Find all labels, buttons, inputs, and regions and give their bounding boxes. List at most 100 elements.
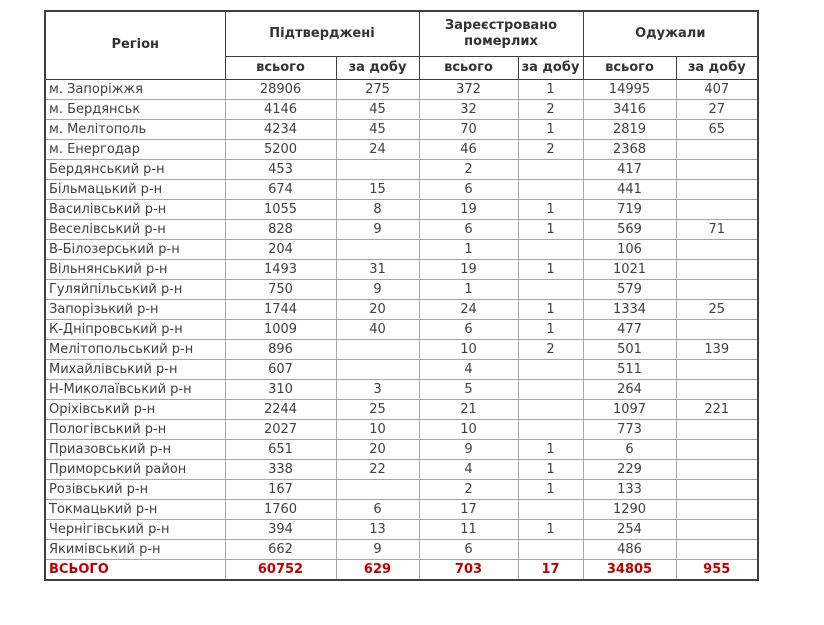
subheader-deaths-total: всього [418,56,519,80]
value-cell: 2 [517,99,584,120]
value-cell: 19 [418,199,519,220]
value-cell: 21 [418,399,519,420]
value-cell: 1744 [224,299,337,320]
value-cell: 4146 [224,99,337,120]
value-cell [675,199,759,220]
value-cell: 25 [335,399,420,420]
value-cell: 13 [335,519,420,540]
value-cell [335,159,420,180]
value-cell [675,459,759,480]
value-cell: 674 [224,179,337,200]
value-cell [675,479,759,500]
value-cell [675,159,759,180]
region-cell: Пологівський р-н [44,419,226,440]
value-cell: 5200 [224,139,337,160]
table-row: Більмацький р-н 674 15 6 441 [44,179,759,200]
value-cell [335,359,420,380]
value-cell [675,239,759,260]
value-cell: 8 [335,199,420,220]
table-row: м. Бердянськ 4146 45 32 2 3416 27 [44,99,759,120]
value-cell [675,499,759,520]
value-cell: 167 [224,479,337,500]
value-cell: 750 [224,279,337,300]
value-cell: 1 [517,479,584,500]
region-cell: м. Бердянськ [44,99,226,120]
value-cell: 2 [517,339,584,360]
subheader-confirmed-per-day: за добу [335,56,420,80]
value-cell: 338 [224,459,337,480]
value-cell: 139 [675,339,759,360]
table-row: Запорізький р-н 1744 20 24 1 1334 25 [44,299,759,320]
value-cell: 372 [418,79,519,100]
region-cell: Більмацький р-н [44,179,226,200]
value-cell [675,519,759,540]
value-cell: 1097 [582,399,677,420]
value-cell: 6 [582,439,677,460]
table-row: Бердянський р-н 453 2 417 [44,159,759,180]
value-cell: 254 [582,519,677,540]
value-cell: 4 [418,359,519,380]
value-cell: 896 [224,339,337,360]
value-cell: 264 [582,379,677,400]
value-cell: 453 [224,159,337,180]
value-cell: 1290 [582,499,677,520]
value-cell: 24 [335,139,420,160]
value-cell: 19 [418,259,519,280]
value-cell [517,179,584,200]
value-cell: 1 [517,259,584,280]
region-cell: Михайлівський р-н [44,359,226,380]
value-cell: 6 [418,539,519,560]
value-cell [517,379,584,400]
region-cell: Якимівський р-н [44,539,226,560]
value-cell: 511 [582,359,677,380]
value-cell: 3416 [582,99,677,120]
region-cell: Чернігівський р-н [44,519,226,540]
value-cell [517,399,584,420]
value-cell: 3 [335,379,420,400]
value-cell: 32 [418,99,519,120]
value-cell: 579 [582,279,677,300]
value-cell: 1 [517,439,584,460]
value-cell: 1021 [582,259,677,280]
table-row: м. Енергодар 5200 24 46 2 2368 [44,139,759,160]
value-cell: 6 [418,319,519,340]
value-cell: 310 [224,379,337,400]
value-cell: 17 [517,559,584,581]
region-cell: Василівський р-н [44,199,226,220]
value-cell: 31 [335,259,420,280]
region-cell: Гуляйпільський р-н [44,279,226,300]
region-cell: В-Білозерський р-н [44,239,226,260]
region-cell: Оріхівський р-н [44,399,226,420]
value-cell: 1 [418,239,519,260]
table-row: Михайлівський р-н 607 4 511 [44,359,759,380]
table-row: Приморський район 338 22 4 1 229 [44,459,759,480]
value-cell: 71 [675,219,759,240]
value-cell: 2 [418,479,519,500]
value-cell: 40 [335,319,420,340]
value-cell: 2819 [582,119,677,140]
value-cell: 275 [335,79,420,100]
region-cell: Бердянський р-н [44,159,226,180]
value-cell [675,539,759,560]
value-cell: 70 [418,119,519,140]
table-row: Веселівський р-н 828 9 6 1 569 71 [44,219,759,240]
value-cell [675,379,759,400]
subheader-deaths-per-day: за добу [517,56,584,80]
value-cell: 569 [582,219,677,240]
value-cell [675,419,759,440]
header-group-row: Регіон Підтверджені Зареєстровано померл… [44,10,759,80]
value-cell: 15 [335,179,420,200]
value-cell: 204 [224,239,337,260]
value-cell: 10 [335,419,420,440]
table-row: Токмацький р-н 1760 6 17 1290 [44,499,759,520]
header-registered-deaths: Зареєстровано померлих [418,10,584,57]
region-cell: Токмацький р-н [44,499,226,520]
region-cell: Приморський район [44,459,226,480]
region-cell: Вільнянський р-н [44,259,226,280]
value-cell: 65 [675,119,759,140]
value-cell: 2244 [224,399,337,420]
table-row: м. Мелітополь 4234 45 70 1 2819 65 [44,119,759,140]
value-cell: 6 [418,219,519,240]
value-cell: 9 [335,279,420,300]
